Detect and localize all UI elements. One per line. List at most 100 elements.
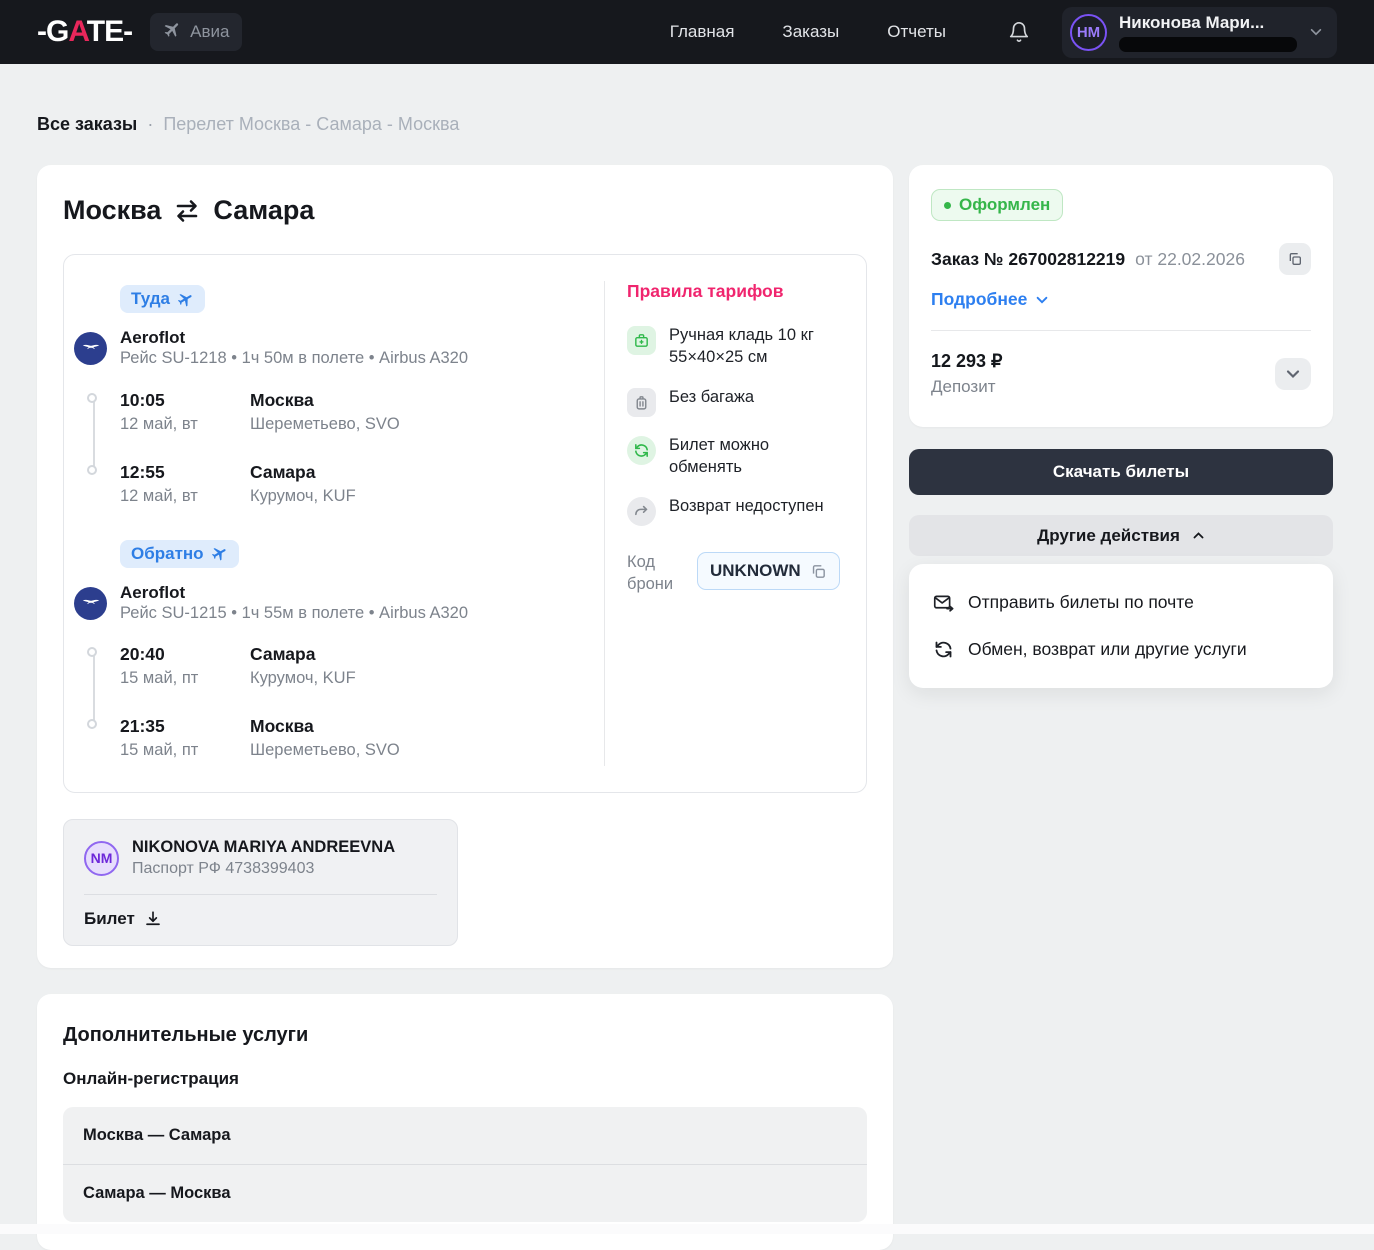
fare-rule-hand-luggage: Ручная кладь 10 кг 55×40×25 см (627, 324, 842, 369)
stop-city: Самара (250, 644, 582, 665)
breadcrumb-all-orders[interactable]: Все заказы (37, 114, 137, 135)
airline-name: Aeroflot (120, 582, 468, 603)
direction-badge: Туда (120, 285, 205, 313)
fare-rule-exchange: Билет можно обменять (627, 434, 842, 479)
product-label: Авиа (190, 22, 229, 42)
details-toggle[interactable]: Подробнее (931, 289, 1049, 310)
order-status-card: Оформлен Заказ № 267002812219 от 22.02.2… (909, 165, 1333, 427)
divider (931, 330, 1311, 331)
fare-rules-panel: Правила тарифов Ручная кладь 10 кг 55×40… (604, 281, 842, 766)
booking-code-box: UNKNOWN (697, 552, 840, 590)
status-label: Оформлен (959, 195, 1050, 215)
user-menu[interactable]: НМ Никонова Мари... (1062, 7, 1337, 58)
chevron-up-icon (1192, 529, 1205, 542)
copy-icon (1287, 251, 1303, 267)
fare-rule-text: Билет можно обменять (669, 434, 842, 479)
nav-link-home[interactable]: Главная (670, 22, 735, 42)
user-name: Никонова Мари... (1119, 13, 1297, 33)
stop-city: Самара (250, 462, 582, 483)
copy-icon[interactable] (810, 563, 827, 580)
plane-icon (163, 20, 182, 44)
chevron-down-icon (1285, 366, 1301, 382)
payment-method: Депозит (931, 377, 1003, 397)
service-row-outbound[interactable]: Москва — Самара (63, 1107, 867, 1164)
fare-rule-text: Без багажа (669, 386, 754, 408)
stop-date: 15 май, пт (120, 669, 224, 688)
service-row-return[interactable]: Самара — Москва (63, 1164, 867, 1222)
order-number: Заказ № 267002812219 (931, 249, 1125, 270)
status-badge: Оформлен (931, 189, 1063, 221)
stop-date: 15 май, пт (120, 741, 224, 760)
stop-date: 12 май, вт (120, 415, 224, 434)
notifications-bell-icon[interactable] (1008, 21, 1030, 43)
stop-arrival: 12:55 12 май, вт Самара Курумоч, KUF (120, 462, 582, 506)
flight-details-box: Туда Aeroflot Рейс SU-1218 • 1ч 50м в по… (63, 254, 867, 793)
exchange-icon (627, 436, 656, 465)
round-trip-icon (173, 198, 201, 224)
airline-name: Aeroflot (120, 327, 468, 348)
stop-airport: Курумоч, KUF (250, 669, 582, 688)
stop-city: Москва (250, 716, 582, 737)
timeline-dot (87, 719, 97, 729)
page-title: Москва Самара (63, 195, 867, 226)
breadcrumb-separator: · (147, 114, 153, 135)
stop-time: 12:55 (120, 462, 224, 483)
ticket-download-link[interactable]: Билет (84, 909, 162, 929)
stop-date: 12 май, вт (120, 487, 224, 506)
flight-details: Рейс SU-1218 • 1ч 50м в полете • Airbus … (120, 348, 468, 369)
services-subtitle: Онлайн-регистрация (63, 1069, 867, 1089)
chevron-down-icon (1035, 293, 1049, 307)
flight-segment-return: Обратно Aeroflot Рейс SU-1215 • 1ч 55м в… (120, 540, 582, 761)
timeline-dot (87, 465, 97, 475)
more-actions-button[interactable]: Другие действия (909, 515, 1333, 556)
menu-item-label: Обмен, возврат или другие услуги (968, 639, 1247, 660)
plane-icon (207, 542, 230, 565)
timeline-dot (87, 393, 97, 403)
status-dot-icon (944, 202, 951, 209)
fare-rule-text: Ручная кладь 10 кг 55×40×25 см (669, 324, 842, 369)
airline-row: Aeroflot Рейс SU-1218 • 1ч 50м в полете … (74, 327, 582, 370)
nav-link-orders[interactable]: Заказы (782, 22, 839, 42)
ticket-label: Билет (84, 909, 135, 929)
breadcrumb-current: Перелет Москва - Самара - Москва (163, 114, 459, 135)
aeroflot-logo-icon (74, 332, 107, 365)
order-date: от 22.02.2026 (1135, 249, 1245, 270)
no-return-icon (627, 497, 656, 526)
passenger-avatar: NM (84, 841, 119, 876)
direction-label: Обратно (131, 544, 204, 564)
copy-order-button[interactable] (1279, 243, 1311, 275)
user-subtitle-redacted (1119, 37, 1297, 52)
divider (84, 894, 437, 895)
passenger-name: NIKONOVA MARIYA ANDREEVNA (132, 838, 395, 857)
send-mail-icon (933, 592, 954, 613)
nav-links: Главная Заказы Отчеты (670, 22, 946, 42)
avatar: НМ (1070, 14, 1107, 51)
booking-code-value: UNKNOWN (710, 561, 801, 581)
stop-time: 10:05 (120, 390, 224, 411)
fare-rule-no-return: Возврат недоступен (627, 495, 842, 526)
order-price: 12 293 ₽ (931, 351, 1003, 372)
hand-luggage-icon (627, 326, 656, 355)
product-switcher-avia[interactable]: Авиа (150, 13, 242, 51)
menu-item-exchange-return[interactable]: Обмен, возврат или другие услуги (933, 639, 1309, 660)
order-card: Москва Самара Туда (37, 165, 893, 968)
stop-departure: 20:40 15 май, пт Самара Курумоч, KUF (120, 644, 582, 688)
breadcrumb: Все заказы · Перелет Москва - Самара - М… (0, 64, 1374, 135)
download-tickets-button[interactable]: Скачать билеты (909, 449, 1333, 495)
stop-time: 21:35 (120, 716, 224, 737)
direction-label: Туда (131, 289, 170, 309)
price-collapse-button[interactable] (1275, 358, 1311, 390)
stop-airport: Шереметьево, SVO (250, 741, 582, 760)
direction-badge: Обратно (120, 540, 239, 568)
stop-time: 20:40 (120, 644, 224, 665)
stop-city: Москва (250, 390, 582, 411)
booking-code-row: Код брони UNKNOWN (627, 552, 842, 595)
gate-logo[interactable]: -GATE- (37, 15, 132, 49)
stop-departure: 10:05 12 май, вт Москва Шереметьево, SVO (120, 390, 582, 434)
additional-services-card: Дополнительные услуги Онлайн-регистрация… (37, 994, 893, 1250)
menu-item-label: Отправить билеты по почте (968, 592, 1194, 613)
airline-row: Aeroflot Рейс SU-1215 • 1ч 55м в полете … (74, 582, 582, 625)
nav-link-reports[interactable]: Отчеты (887, 22, 946, 42)
details-label: Подробнее (931, 289, 1027, 310)
menu-item-send-tickets[interactable]: Отправить билеты по почте (933, 592, 1309, 613)
